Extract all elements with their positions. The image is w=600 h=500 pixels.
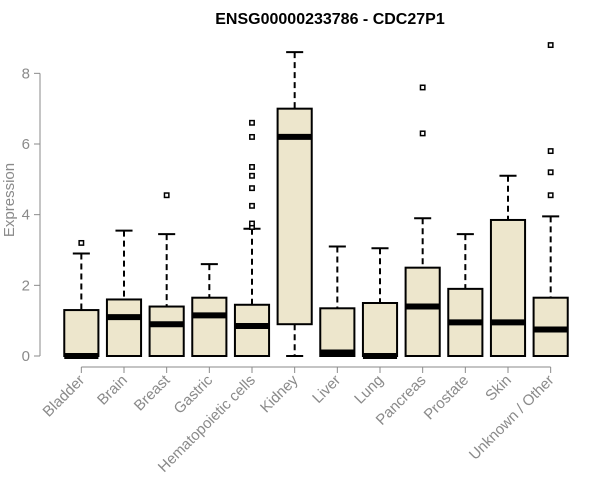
box-series bbox=[63, 42, 569, 359]
y-axis: 0 2 4 6 8 bbox=[22, 65, 41, 365]
box-body bbox=[319, 307, 356, 357]
box-body bbox=[404, 266, 441, 357]
outlier-point bbox=[419, 130, 426, 137]
box-brain bbox=[105, 229, 143, 358]
y-axis-label: Expression bbox=[1, 163, 18, 237]
box-hematopoietic-cells bbox=[233, 119, 271, 357]
y-tick-label: 0 bbox=[22, 348, 30, 365]
outlier-point bbox=[249, 133, 255, 140]
box-body bbox=[361, 302, 399, 357]
box-gastric bbox=[191, 263, 228, 358]
box-lung bbox=[361, 247, 399, 359]
box-prostate bbox=[447, 233, 484, 357]
outlier-point bbox=[249, 172, 255, 179]
box-body bbox=[63, 309, 100, 358]
box-body bbox=[276, 107, 313, 326]
outlier-point bbox=[249, 119, 255, 126]
outlier-point bbox=[419, 84, 426, 91]
x-tick-label: Breast bbox=[131, 371, 174, 414]
outlier-point bbox=[547, 148, 554, 155]
x-tick-label: Liver bbox=[309, 372, 344, 407]
outlier-point bbox=[78, 239, 85, 246]
outlier-point bbox=[547, 42, 554, 49]
box-body bbox=[489, 218, 527, 357]
box-pancreas bbox=[404, 84, 441, 357]
box-liver bbox=[319, 245, 356, 357]
chart-title: ENSG00000233786 - CDC27P1 bbox=[215, 11, 445, 28]
outlier-point bbox=[249, 220, 255, 227]
y-tick-label: 6 bbox=[22, 136, 30, 153]
box-body bbox=[105, 298, 143, 358]
outlier-point bbox=[249, 202, 255, 209]
box-kidney bbox=[276, 51, 313, 357]
box-skin bbox=[489, 174, 527, 357]
y-tick-label: 8 bbox=[22, 65, 30, 82]
box-bladder bbox=[63, 239, 100, 359]
y-tick-label: 4 bbox=[22, 207, 30, 224]
x-tick-label: Prostate bbox=[421, 372, 473, 424]
x-tick-label: Kidney bbox=[257, 371, 302, 416]
outlier-point bbox=[547, 169, 554, 176]
x-tick-label: Brain bbox=[94, 372, 131, 409]
x-tick-label: Bladder bbox=[40, 372, 89, 421]
box-body bbox=[191, 296, 228, 358]
outlier-point bbox=[249, 164, 255, 170]
outlier-point bbox=[249, 185, 255, 192]
x-tick-label: Skin bbox=[482, 372, 515, 405]
outlier-point bbox=[163, 192, 170, 199]
outlier-point bbox=[547, 192, 554, 199]
box-breast bbox=[148, 192, 185, 357]
box-body bbox=[233, 303, 271, 357]
box-body bbox=[148, 305, 185, 357]
y-tick-label: 2 bbox=[22, 277, 30, 294]
x-tick-label: Lung bbox=[351, 372, 387, 408]
box-unknown-other bbox=[532, 42, 569, 358]
